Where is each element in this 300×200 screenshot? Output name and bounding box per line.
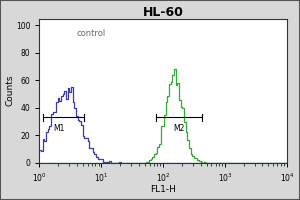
X-axis label: FL1-H: FL1-H [150, 185, 176, 194]
Text: control: control [76, 29, 106, 38]
Title: HL-60: HL-60 [143, 6, 184, 19]
Text: M1: M1 [53, 124, 64, 133]
Y-axis label: Counts: Counts [6, 75, 15, 106]
Text: M2: M2 [173, 124, 184, 133]
